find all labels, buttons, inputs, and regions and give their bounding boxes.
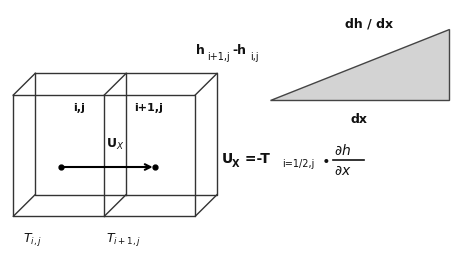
Text: $\partial x$: $\partial x$: [334, 164, 352, 178]
Text: h: h: [196, 44, 205, 57]
Text: $T_{i+1,j}$: $T_{i+1,j}$: [106, 231, 141, 248]
Text: i,j: i,j: [73, 103, 85, 113]
Text: =-T: =-T: [240, 152, 270, 166]
Text: i,j: i,j: [250, 52, 259, 61]
Text: dh / dx: dh / dx: [345, 17, 393, 30]
Text: U: U: [222, 152, 233, 166]
Text: X: X: [232, 159, 240, 169]
Text: U$_X$: U$_X$: [106, 137, 124, 152]
Text: dx: dx: [351, 113, 368, 126]
Text: $\partial h$: $\partial h$: [334, 143, 351, 158]
Text: $\bullet$: $\bullet$: [321, 152, 330, 166]
Text: $T_{i,j}$: $T_{i,j}$: [23, 231, 42, 248]
Text: i+1,j: i+1,j: [134, 103, 163, 113]
Text: i=1/2,j: i=1/2,j: [282, 159, 314, 169]
Text: i+1,j: i+1,j: [207, 52, 230, 61]
Polygon shape: [270, 29, 449, 100]
Text: -h: -h: [232, 44, 246, 57]
